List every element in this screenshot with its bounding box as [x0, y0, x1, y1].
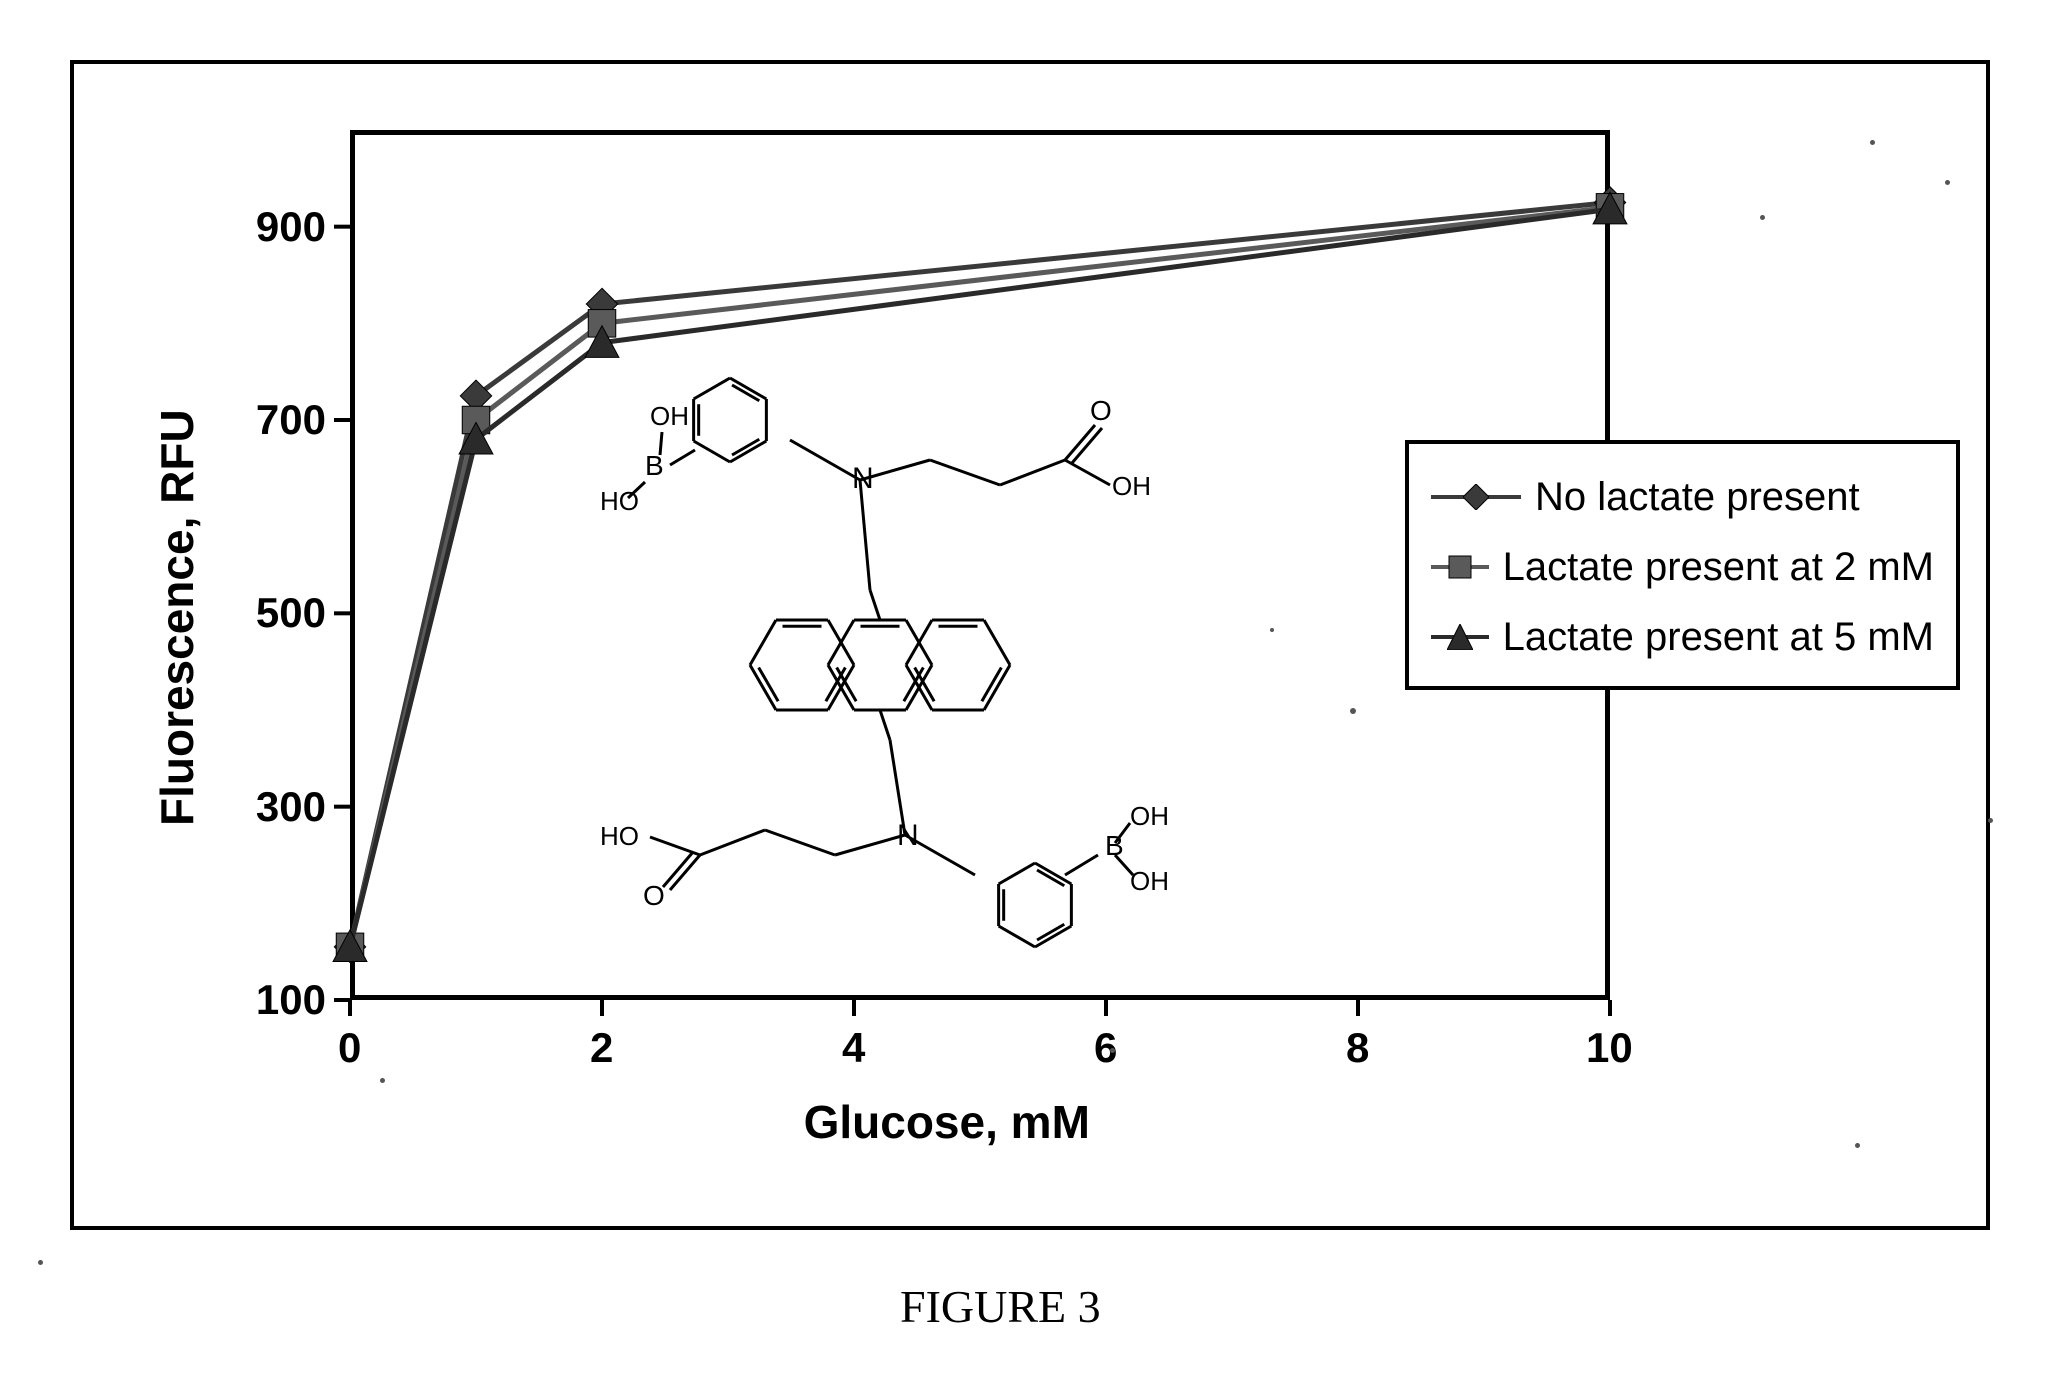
figure-caption: FIGURE 3 [900, 1280, 1101, 1333]
molecule-label: OH [1130, 866, 1169, 896]
print-noise-dot [1110, 1048, 1115, 1053]
y-tick-label: 900 [256, 203, 326, 251]
x-tick-label: 2 [590, 1024, 613, 1072]
print-noise-dot [1945, 180, 1950, 185]
print-noise-dot [380, 1078, 385, 1083]
x-tick-label: 8 [1346, 1024, 1369, 1072]
x-tick-label: 4 [842, 1024, 865, 1072]
print-noise-dot [1988, 818, 1993, 823]
print-noise-dot [38, 1260, 43, 1265]
molecule-label: HO [600, 821, 639, 851]
molecule-label: HO [600, 486, 639, 516]
y-tick-label: 100 [256, 976, 326, 1024]
x-tick-label: 10 [1586, 1024, 1633, 1072]
print-noise-dot [1870, 140, 1875, 145]
print-noise-dot [1270, 628, 1274, 632]
print-noise-dot [1350, 708, 1356, 714]
y-tick-label: 500 [256, 589, 326, 637]
molecule-label: O [643, 880, 665, 911]
y-tick-label: 700 [256, 396, 326, 444]
molecule-label: O [1090, 395, 1112, 426]
print-noise-dot [1855, 1143, 1860, 1148]
print-noise-dot [1760, 215, 1765, 220]
y-tick-label: 300 [256, 783, 326, 831]
page: Fluorescence, RFU Glucose, mM No lactate… [0, 0, 2049, 1381]
x-tick-label: 0 [338, 1024, 361, 1072]
molecule-label: OH [1130, 801, 1169, 831]
molecule-label: OH [1112, 471, 1151, 501]
molecule-label: OH [650, 401, 689, 431]
